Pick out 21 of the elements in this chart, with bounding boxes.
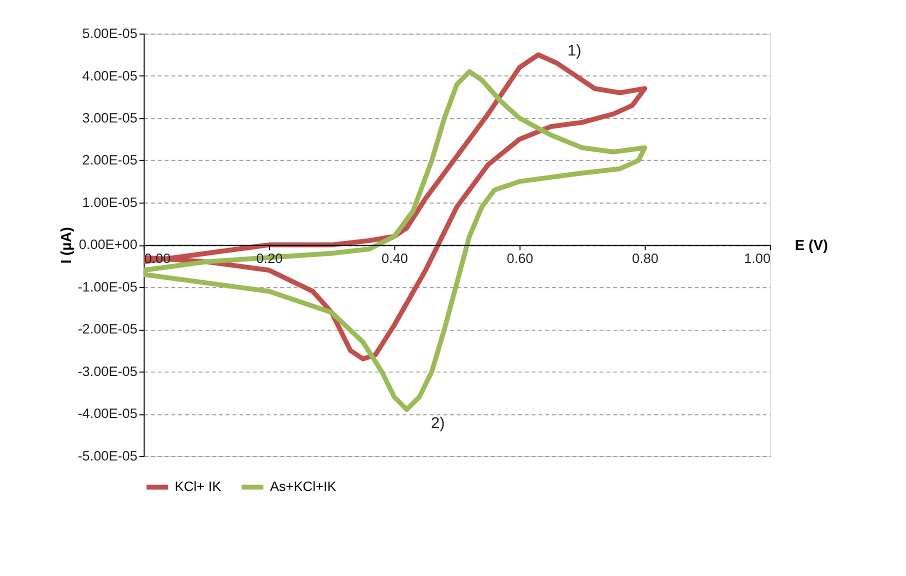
- legend-label: As+KCl+IK: [270, 479, 336, 494]
- x-axis-title: E (V): [794, 238, 828, 254]
- y-tick-label: -4.00E-05: [78, 406, 138, 422]
- y-tick-label: -5.00E-05: [78, 448, 138, 464]
- y-tick-label: -2.00E-05: [78, 322, 138, 337]
- x-tick-label: 0.60: [506, 250, 534, 266]
- y-tick-label: -1.00E-05: [78, 279, 138, 294]
- y-tick-label: 2.00E-05: [82, 152, 138, 168]
- y-axis-title: I (µA): [58, 226, 75, 264]
- x-tick-label: 0.80: [632, 250, 659, 266]
- x-tick-label: 0.40: [382, 250, 408, 266]
- y-tick-label: 3.00E-05: [82, 110, 138, 126]
- x-tick-label: 1.00: [744, 250, 771, 266]
- annotation: 2): [431, 415, 445, 432]
- legend-label: KCl+ IK: [174, 479, 222, 494]
- annotation: 1): [567, 42, 582, 60]
- y-tick-label: -3.00E-05: [78, 364, 138, 379]
- y-tick-label: 1.00E-05: [82, 194, 138, 210]
- y-tick-label: 5.00E-05: [82, 26, 138, 42]
- y-tick-label: 4.00E-05: [82, 68, 138, 84]
- y-tick-label: 0.00E+00: [78, 237, 138, 252]
